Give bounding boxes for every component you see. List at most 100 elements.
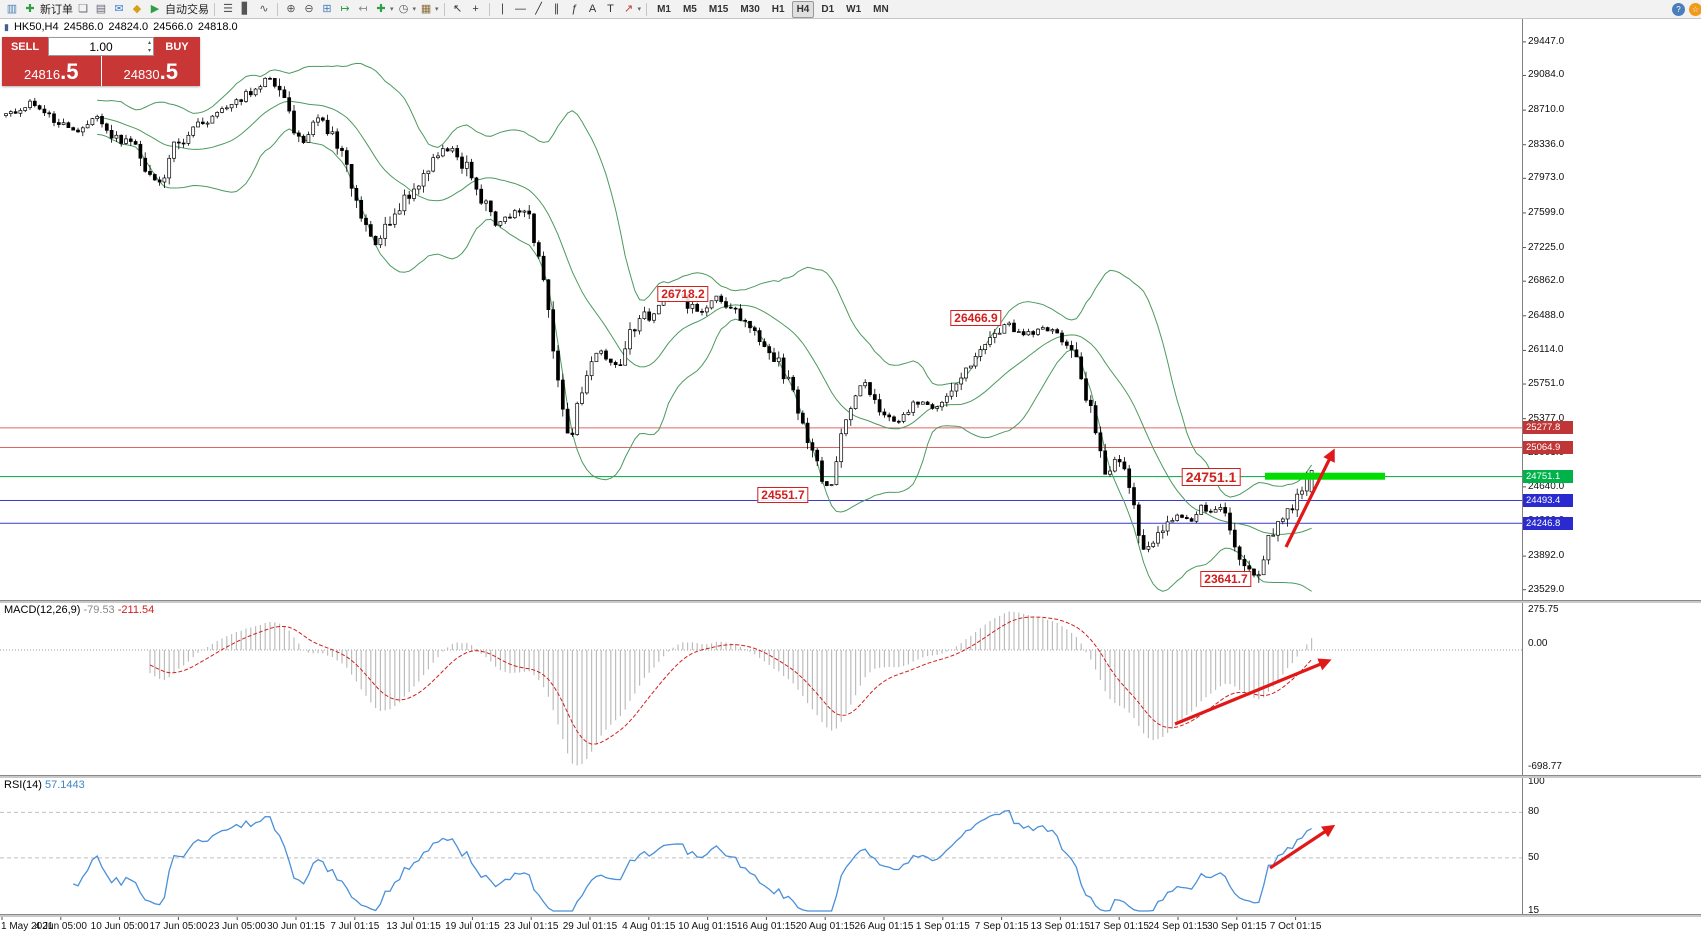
buy-price[interactable]: 24830 .5 — [101, 56, 200, 86]
spinner-up-icon[interactable]: ▴ — [147, 40, 151, 46]
autotrading-button[interactable]: ▶ 自动交易 — [147, 1, 209, 17]
timeframe-button-m5[interactable]: M5 — [682, 3, 697, 15]
price-tick-label: 23892.0 — [1528, 550, 1565, 562]
line-chart-icon[interactable]: ∿ — [256, 1, 272, 17]
channel-icon[interactable]: ∥ — [549, 1, 565, 17]
periods-button[interactable]: ◷ ▾ — [396, 1, 417, 17]
window-tile-icon-glyph: ▤ — [95, 3, 107, 15]
price-tick-label: 24640.0 — [1528, 480, 1565, 492]
bar-chart-icon[interactable]: ☰ — [220, 1, 236, 17]
rsi-value: 57.1443 — [44, 779, 85, 791]
text-label-icon-glyph: T — [607, 3, 614, 15]
main-toolbar: ▥ ✚ 新订单 ❏ ▤ ✉ ◆ ▶ 自动交易 ☰ ▋ ∿ ⊕ ⊖ ⊞ ↦ ↤ ✚ ▾ ◷ ▾ ▦ ▾ ↖ + ∣ ― ╱ ∥ ƒ A T ↗ ▾ M… — [0, 0, 1701, 19]
rsi-indicator-label: RSI(14) 57.1443 — [4, 779, 85, 791]
zoom-out-icon[interactable]: ⊖ — [301, 1, 317, 17]
trendline-icon-glyph: ╱ — [535, 3, 542, 15]
timeframe-button-m30[interactable]: M30 — [740, 3, 760, 15]
rsi-name: RSI(14) — [4, 779, 42, 791]
price-annotation[interactable]: 24751.1 — [1181, 467, 1241, 486]
chat-icon[interactable]: ✉ — [111, 1, 127, 17]
community-icon[interactable]: ☆ — [1689, 2, 1701, 16]
new-order-button[interactable]: ✚ 新订单 — [22, 1, 73, 17]
indicators-button-dropdown-icon[interactable]: ▾ — [390, 6, 394, 13]
timeframe-button-m15[interactable]: M15 — [708, 3, 729, 15]
cursor-icon[interactable]: ↖ — [450, 1, 466, 17]
mql-market-icon[interactable]: ◆ — [129, 1, 145, 17]
price-annotation[interactable]: 26466.9 — [950, 309, 1002, 326]
timeframe-button-w1[interactable]: W1 — [846, 3, 862, 15]
buy-button[interactable]: BUY — [154, 37, 200, 56]
fibonacci-icon-glyph: ƒ — [571, 3, 578, 15]
timeframe-button-d1[interactable]: D1 — [821, 3, 835, 15]
chart-window-icon[interactable]: ▥ — [4, 1, 20, 17]
sell-button[interactable]: SELL — [2, 37, 48, 56]
window-cascade-icon[interactable]: ❏ — [75, 1, 91, 17]
horizontal-line-icon[interactable]: ― — [513, 1, 529, 17]
sell-price[interactable]: 24816 .5 — [2, 56, 101, 86]
periods-button-dropdown-icon[interactable]: ▾ — [412, 6, 417, 13]
chart-shift-icon[interactable]: ↤ — [355, 1, 371, 17]
channel-icon-glyph: ∥ — [553, 3, 560, 15]
help-icon[interactable]: ? — [1672, 2, 1685, 16]
fibonacci-icon[interactable]: ƒ — [567, 1, 583, 17]
arrows-tool-icon-glyph: ↗ — [623, 3, 634, 15]
volume-input[interactable]: 1.00 ▴ ▾ — [48, 37, 154, 56]
time-axis-label: 7 Jul 01:15 — [330, 921, 380, 932]
macd-panel-separator[interactable] — [0, 600, 1701, 603]
price-tick-label: 25377.0 — [1528, 412, 1565, 424]
price-tick-label: 26114.0 — [1528, 344, 1564, 356]
zoom-in-icon[interactable]: ⊕ — [283, 1, 299, 17]
spinner-down-icon[interactable]: ▾ — [147, 48, 151, 54]
trendline-icon[interactable]: ╱ — [531, 1, 547, 17]
vertical-line-icon[interactable]: ∣ — [495, 1, 511, 17]
one-click-trading-panel[interactable]: SELL 1.00 ▴ ▾ BUY 24816 .5 24830 .5 — [2, 37, 200, 86]
timeframe-button-mn[interactable]: MN — [873, 3, 889, 15]
crosshair-icon[interactable]: + — [468, 1, 484, 17]
rsi-scale-label: 80 — [1528, 806, 1540, 818]
tile-windows-icon[interactable]: ⊞ — [319, 1, 335, 17]
volume-spinner[interactable]: ▴ ▾ — [148, 39, 151, 55]
timeframe-button-h1[interactable]: H1 — [771, 3, 785, 15]
price-axis-marker: 24751.1 — [1523, 470, 1573, 484]
chart-symbol-period: HK50,H4 — [13, 21, 59, 33]
rsi-panel-separator[interactable] — [0, 775, 1701, 778]
indicators-button[interactable]: ✚ ▾ — [373, 1, 394, 17]
macd-signal-value: -211.54 — [117, 604, 155, 616]
window-tile-icon[interactable]: ▤ — [93, 1, 109, 17]
time-axis-label: 26 Aug 01:15 — [854, 921, 914, 932]
time-axis-label: 1 May 2021 — [1, 921, 54, 932]
text-icon[interactable]: A — [585, 1, 601, 17]
toolbar-separator — [277, 2, 278, 16]
chart-type-icon: ▮ — [4, 21, 9, 32]
templates-button[interactable]: ▦ ▾ — [418, 1, 439, 17]
tile-windows-icon-glyph: ⊞ — [322, 3, 332, 15]
candlestick-chart-icon[interactable]: ▋ — [238, 1, 254, 17]
volume-value: 1.00 — [89, 39, 113, 54]
sell-price-main: 24816 — [23, 67, 61, 82]
price-annotation[interactable]: 24551.7 — [757, 487, 809, 504]
price-annotation[interactable]: 26718.2 — [657, 286, 709, 303]
arrows-tool-icon[interactable]: ↗ ▾ — [621, 1, 642, 17]
toolbar-separator — [214, 2, 215, 16]
line-chart-icon-glyph: ∿ — [259, 3, 269, 15]
ohlc-low: 24566.0 — [153, 21, 193, 33]
time-axis-label: 24 Sep 01:15 — [1148, 921, 1208, 932]
autotrading-button-glyph: ▶ — [150, 3, 160, 15]
templates-button-dropdown-icon[interactable]: ▾ — [435, 6, 439, 13]
time-axis-label: 7 Oct 01:15 — [1269, 921, 1322, 932]
text-label-icon[interactable]: T — [603, 1, 619, 17]
auto-scroll-icon[interactable]: ↦ — [337, 1, 353, 17]
window-cascade-icon-glyph: ❏ — [78, 3, 88, 15]
toolbar-separator — [488, 2, 490, 16]
price-axis-marker: 25064.9 — [1523, 441, 1573, 455]
time-axis-label: 17 Sep 01:15 — [1089, 921, 1149, 932]
time-axis-label: 16 Aug 01:15 — [736, 921, 796, 932]
candlestick-chart-icon-glyph: ▋ — [241, 3, 251, 15]
timeframe-button-m1[interactable]: M1 — [657, 3, 671, 15]
arrows-tool-icon-dropdown-icon[interactable]: ▾ — [637, 6, 642, 13]
price-tick-label: 27225.0 — [1528, 241, 1565, 253]
price-annotation[interactable]: 23641.7 — [1200, 571, 1252, 588]
chat-icon-glyph: ✉ — [114, 3, 124, 15]
timeframe-button-h4[interactable]: H4 — [791, 0, 815, 18]
